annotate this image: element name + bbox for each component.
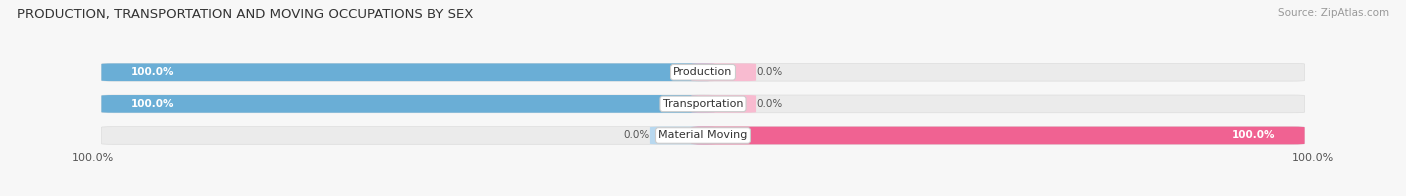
- Text: 0.0%: 0.0%: [756, 67, 782, 77]
- Text: Transportation: Transportation: [662, 99, 744, 109]
- Text: PRODUCTION, TRANSPORTATION AND MOVING OCCUPATIONS BY SEX: PRODUCTION, TRANSPORTATION AND MOVING OC…: [17, 8, 474, 21]
- Text: 100.0%: 100.0%: [72, 153, 114, 163]
- FancyBboxPatch shape: [692, 95, 756, 113]
- FancyBboxPatch shape: [650, 127, 714, 144]
- Text: 0.0%: 0.0%: [624, 131, 650, 141]
- FancyBboxPatch shape: [692, 127, 1305, 144]
- FancyBboxPatch shape: [101, 64, 714, 81]
- Text: 100.0%: 100.0%: [1232, 131, 1275, 141]
- FancyBboxPatch shape: [101, 95, 714, 113]
- Text: 100.0%: 100.0%: [131, 67, 174, 77]
- FancyBboxPatch shape: [101, 64, 714, 81]
- FancyBboxPatch shape: [101, 95, 714, 113]
- Text: Production: Production: [673, 67, 733, 77]
- FancyBboxPatch shape: [692, 127, 1305, 144]
- Text: 100.0%: 100.0%: [1292, 153, 1334, 163]
- Text: 100.0%: 100.0%: [131, 99, 174, 109]
- FancyBboxPatch shape: [692, 95, 1305, 113]
- Text: Source: ZipAtlas.com: Source: ZipAtlas.com: [1278, 8, 1389, 18]
- Text: Material Moving: Material Moving: [658, 131, 748, 141]
- FancyBboxPatch shape: [692, 64, 1305, 81]
- Text: 0.0%: 0.0%: [756, 99, 782, 109]
- FancyBboxPatch shape: [692, 64, 756, 81]
- FancyBboxPatch shape: [101, 127, 714, 144]
